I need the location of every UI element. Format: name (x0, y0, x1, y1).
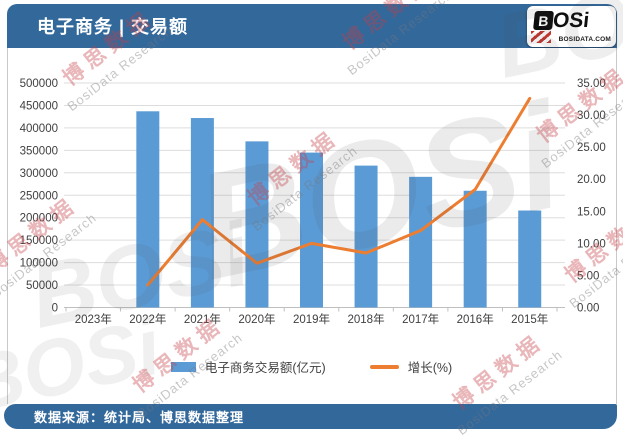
legend-bar-label: 电子商务交易额(亿元) (204, 361, 326, 375)
logo-b-chip: B (533, 11, 554, 30)
data-source-text: 数据来源：统计局、博思数据整理 (34, 410, 245, 425)
logo-stripes-icon (531, 31, 551, 43)
legend-line-swatch-icon (369, 364, 399, 369)
chart-legend: 电子商务交易额(亿元) 增长(%) (0, 357, 623, 376)
logo-domain: BOSIDATA.COM (558, 36, 611, 43)
logo-text: OSi (551, 9, 591, 32)
footer-bar: 数据来源：统计局、博思数据整理 (4, 404, 617, 429)
legend-bar-swatch-icon (170, 361, 196, 372)
legend-line-label: 增长(%) (407, 361, 453, 375)
page-title: 电子商务 | 交易额 (37, 17, 189, 37)
chart-panel (7, 48, 617, 404)
bosi-logo: B OSi BOSIDATA.COM (527, 6, 616, 47)
header-bar: 电子商务 | 交易额 B OSi BOSIDATA.COM (7, 4, 617, 48)
bosi-logo-mark: B OSi (533, 9, 591, 32)
